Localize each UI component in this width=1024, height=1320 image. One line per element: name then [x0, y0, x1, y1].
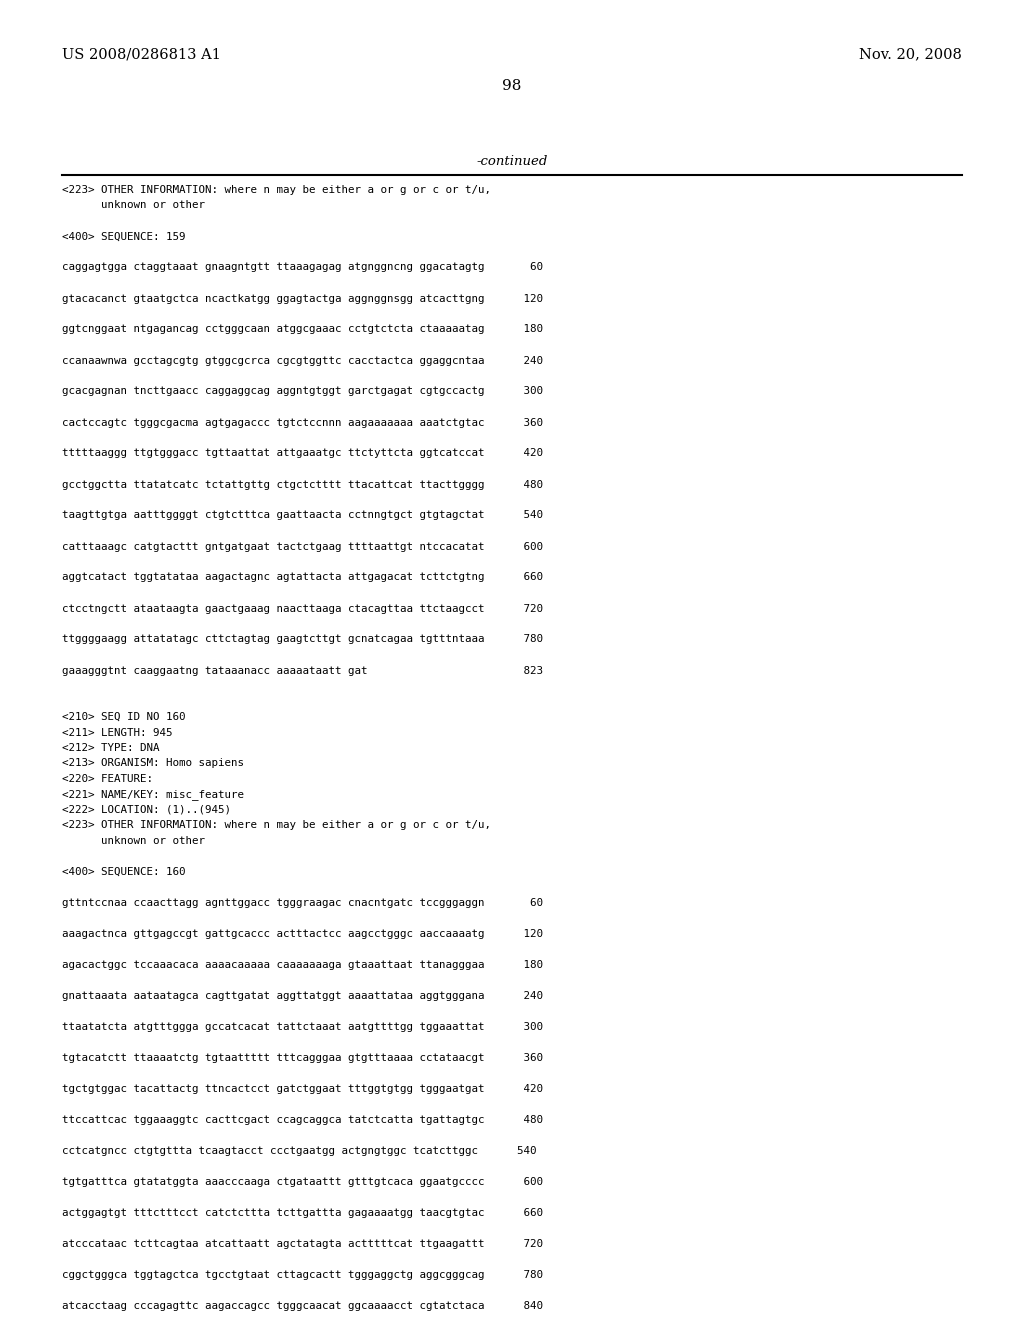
Text: Nov. 20, 2008: Nov. 20, 2008	[859, 48, 962, 61]
Text: <400> SEQUENCE: 159: <400> SEQUENCE: 159	[62, 231, 185, 242]
Text: gaaagggtnt caaggaatng tataaanacc aaaaataatt gat                        823: gaaagggtnt caaggaatng tataaanacc aaaaata…	[62, 665, 543, 676]
Text: ggtcnggaat ntgagancag cctgggcaan atggcgaaac cctgtctcta ctaaaaatag      180: ggtcnggaat ntgagancag cctgggcaan atggcga…	[62, 325, 543, 334]
Text: cactccagtc tgggcgacma agtgagaccc tgtctccnnn aagaaaaaaa aaatctgtac      360: cactccagtc tgggcgacma agtgagaccc tgtctcc…	[62, 417, 543, 428]
Text: US 2008/0286813 A1: US 2008/0286813 A1	[62, 48, 221, 61]
Text: actggagtgt tttctttcct catctcttta tcttgattta gagaaaatgg taacgtgtac      660: actggagtgt tttctttcct catctcttta tcttgat…	[62, 1208, 543, 1218]
Text: tgtgatttca gtatatggta aaacccaaga ctgataattt gtttgtcaca ggaatgcccc      600: tgtgatttca gtatatggta aaacccaaga ctgataa…	[62, 1177, 543, 1187]
Text: 98: 98	[503, 79, 521, 92]
Text: <400> SEQUENCE: 160: <400> SEQUENCE: 160	[62, 867, 185, 876]
Text: tgtacatctt ttaaaatctg tgtaattttt tttcagggaa gtgtttaaaa cctataacgt      360: tgtacatctt ttaaaatctg tgtaattttt tttcagg…	[62, 1053, 543, 1063]
Text: atcacctaag cccagagttc aagaccagcc tgggcaacat ggcaaaacct cgtatctaca      840: atcacctaag cccagagttc aagaccagcc tgggcaa…	[62, 1302, 543, 1311]
Text: <212> TYPE: DNA: <212> TYPE: DNA	[62, 743, 160, 752]
Text: cctcatgncc ctgtgttta tcaagtacct ccctgaatgg actgngtggc tcatcttggc      540: cctcatgncc ctgtgttta tcaagtacct ccctgaat…	[62, 1146, 537, 1156]
Text: <210> SEQ ID NO 160: <210> SEQ ID NO 160	[62, 711, 185, 722]
Text: <223> OTHER INFORMATION: where n may be either a or g or c or t/u,: <223> OTHER INFORMATION: where n may be …	[62, 821, 490, 830]
Text: gcctggctta ttatatcatc tctattgttg ctgctctttt ttacattcat ttacttgggg      480: gcctggctta ttatatcatc tctattgttg ctgctct…	[62, 479, 543, 490]
Text: ttggggaagg attatatagc cttctagtag gaagtcttgt gcnatcagaa tgtttntaaa      780: ttggggaagg attatatagc cttctagtag gaagtct…	[62, 635, 543, 644]
Text: ccanaawnwa gcctagcgtg gtggcgcrca cgcgtggttc cacctactca ggaggcntaa      240: ccanaawnwa gcctagcgtg gtggcgcrca cgcgtgg…	[62, 355, 543, 366]
Text: <213> ORGANISM: Homo sapiens: <213> ORGANISM: Homo sapiens	[62, 759, 244, 768]
Text: gnattaaata aataatagca cagttgatat aggttatggt aaaattataa aggtgggana      240: gnattaaata aataatagca cagttgatat aggttat…	[62, 991, 543, 1001]
Text: aggtcatact tggtatataa aagactagnc agtattacta attgagacat tcttctgtng      660: aggtcatact tggtatataa aagactagnc agtatta…	[62, 573, 543, 582]
Text: -continued: -continued	[476, 154, 548, 168]
Text: <211> LENGTH: 945: <211> LENGTH: 945	[62, 727, 172, 738]
Text: tttttaaggg ttgtgggacc tgttaattat attgaaatgc ttctyttcta ggtcatccat      420: tttttaaggg ttgtgggacc tgttaattat attgaaa…	[62, 449, 543, 458]
Text: tgctgtggac tacattactg ttncactcct gatctggaat tttggtgtgg tgggaatgat      420: tgctgtggac tacattactg ttncactcct gatctgg…	[62, 1084, 543, 1094]
Text: aaagactnca gttgagccgt gattgcaccc actttactcc aagcctgggc aaccaaaatg      120: aaagactnca gttgagccgt gattgcaccc actttac…	[62, 929, 543, 939]
Text: ttaatatcta atgtttggga gccatcacat tattctaaat aatgttttgg tggaaattat      300: ttaatatcta atgtttggga gccatcacat tattcta…	[62, 1022, 543, 1032]
Text: unknown or other: unknown or other	[62, 201, 205, 210]
Text: <220> FEATURE:: <220> FEATURE:	[62, 774, 153, 784]
Text: unknown or other: unknown or other	[62, 836, 205, 846]
Text: gcacgagnan tncttgaacc caggaggcag aggntgtggt garctgagat cgtgccactg      300: gcacgagnan tncttgaacc caggaggcag aggntgt…	[62, 387, 543, 396]
Text: gtacacanct gtaatgctca ncactkatgg ggagtactga aggnggnsgg atcacttgng      120: gtacacanct gtaatgctca ncactkatgg ggagtac…	[62, 293, 543, 304]
Text: catttaaagc catgtacttt gntgatgaat tactctgaag ttttaattgt ntccacatat      600: catttaaagc catgtacttt gntgatgaat tactctg…	[62, 541, 543, 552]
Text: cggctgggca tggtagctca tgcctgtaat cttagcactt tgggaggctg aggcgggcag      780: cggctgggca tggtagctca tgcctgtaat cttagca…	[62, 1270, 543, 1280]
Text: caggagtgga ctaggtaaat gnaagntgtt ttaaagagag atgnggncng ggacatagtg       60: caggagtgga ctaggtaaat gnaagntgtt ttaaaga…	[62, 263, 543, 272]
Text: <222> LOCATION: (1)..(945): <222> LOCATION: (1)..(945)	[62, 805, 231, 814]
Text: ctcctngctt ataataagta gaactgaaag naacttaaga ctacagttaa ttctaagcct      720: ctcctngctt ataataagta gaactgaaag naactta…	[62, 603, 543, 614]
Text: taagttgtga aatttggggt ctgtctttca gaattaacta cctnngtgct gtgtagctat      540: taagttgtga aatttggggt ctgtctttca gaattaa…	[62, 511, 543, 520]
Text: gttntccnaa ccaacttagg agnttggacc tgggraagac cnacntgatc tccgggaggn       60: gttntccnaa ccaacttagg agnttggacc tgggraa…	[62, 898, 543, 908]
Text: <223> OTHER INFORMATION: where n may be either a or g or c or t/u,: <223> OTHER INFORMATION: where n may be …	[62, 185, 490, 195]
Text: agacactggc tccaaacaca aaaacaaaaa caaaaaaaga gtaaattaat ttanagggaa      180: agacactggc tccaaacaca aaaacaaaaa caaaaaa…	[62, 960, 543, 970]
Text: <221> NAME/KEY: misc_feature: <221> NAME/KEY: misc_feature	[62, 789, 244, 800]
Text: atcccataac tcttcagtaa atcattaatt agctatagta actttttcat ttgaagattt      720: atcccataac tcttcagtaa atcattaatt agctata…	[62, 1239, 543, 1249]
Text: ttccattcac tggaaaggtc cacttcgact ccagcaggca tatctcatta tgattagtgc      480: ttccattcac tggaaaggtc cacttcgact ccagcag…	[62, 1115, 543, 1125]
